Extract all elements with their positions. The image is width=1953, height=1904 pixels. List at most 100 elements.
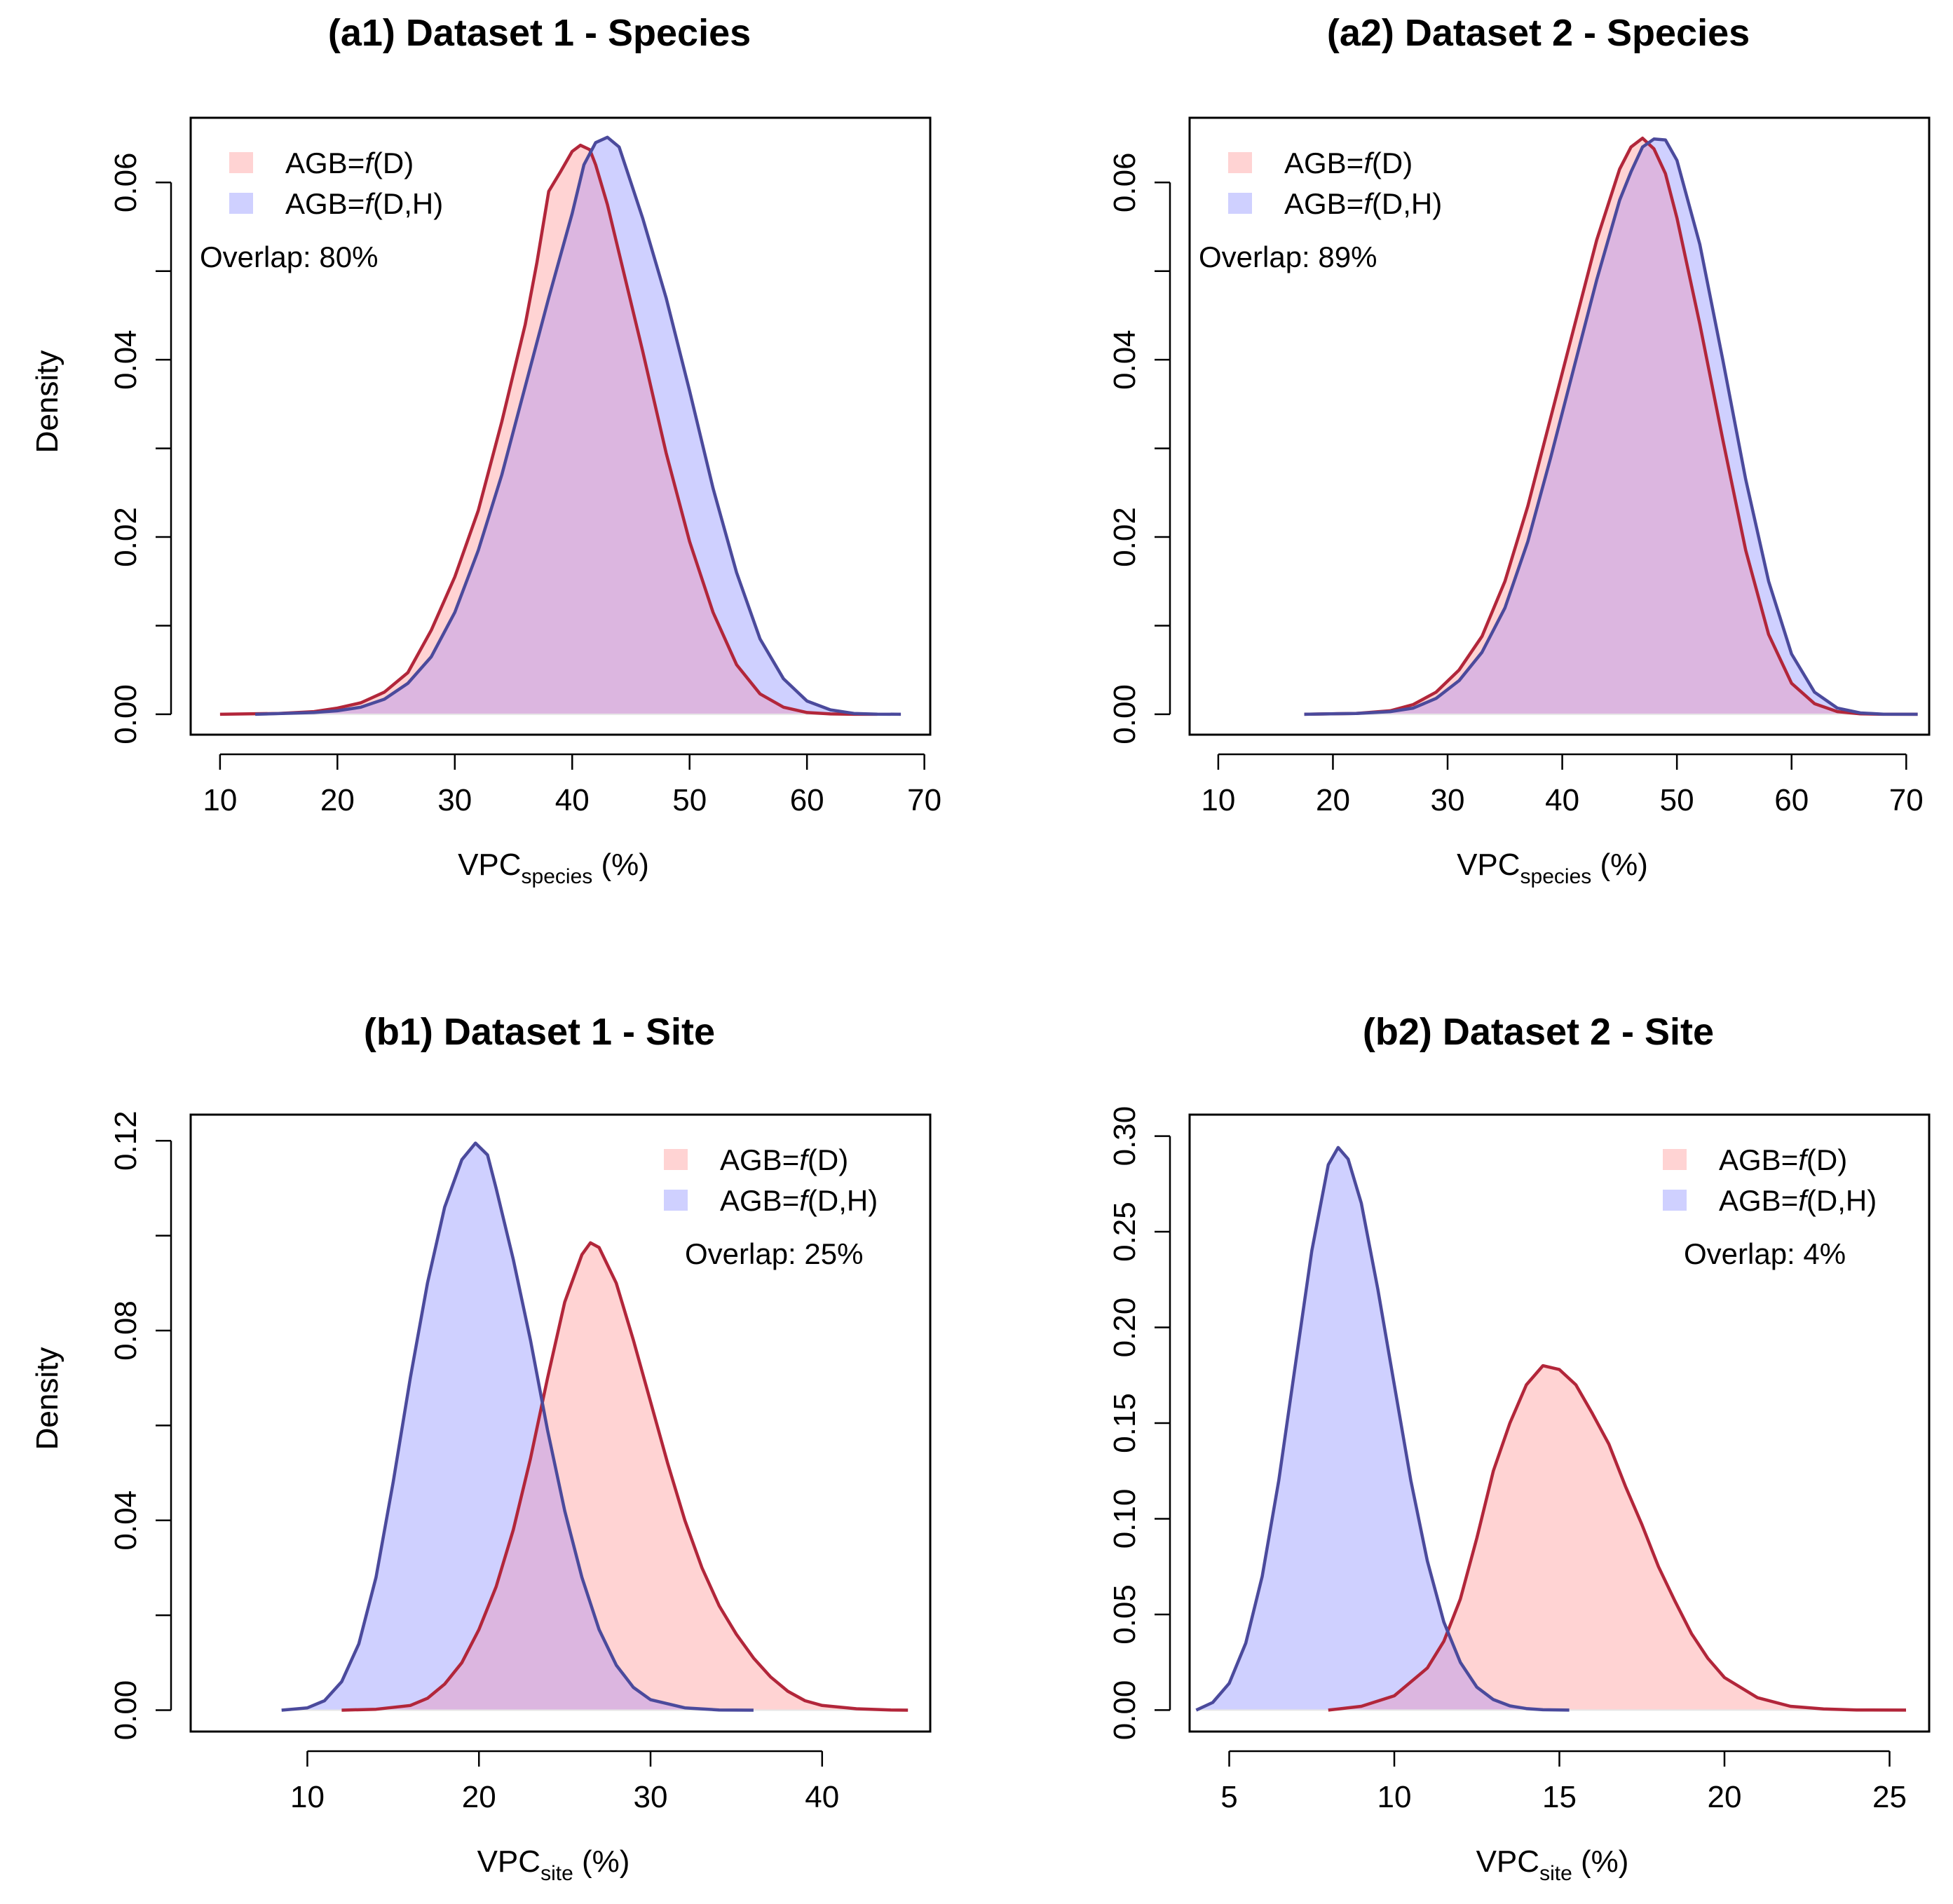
x-axis-label-subscript: site	[1539, 1862, 1572, 1885]
x-tick-label: 50	[672, 783, 707, 817]
x-axis: 10 20 30 40 50 60 70	[1201, 753, 1924, 817]
x-tick-label: 40	[805, 1780, 839, 1814]
legend-label-prefix: AGB=	[720, 1143, 799, 1176]
y-tick-label: 0.10	[1108, 1489, 1142, 1549]
chart-title: (a2) Dataset 2 - Species	[1327, 12, 1750, 54]
legend-label-prefix: AGB=	[1719, 1143, 1798, 1176]
density-area-d	[1328, 1366, 1906, 1711]
plot-frame	[189, 1113, 932, 1733]
x-axis-label-main: VPC	[1476, 1844, 1539, 1879]
y-tick-label: 0.02	[1108, 507, 1142, 567]
y-tick-label: 0.12	[109, 1110, 143, 1171]
y-tick-label: 0.20	[1108, 1298, 1142, 1358]
x-tick-label: 30	[634, 1780, 668, 1814]
y-tick-label: 0.00	[1108, 1680, 1142, 1741]
y-tick-label: 0.08	[109, 1300, 143, 1361]
y-tick-label: 0.05	[1108, 1584, 1142, 1645]
legend-label-prefix: AGB=	[285, 147, 365, 179]
overlap-area	[1328, 1632, 1570, 1711]
legend-label-suffix: (D,H)	[1806, 1184, 1877, 1217]
y-tick-label: 0.25	[1108, 1202, 1142, 1262]
legend-label-d: AGB=f(D)	[720, 1143, 848, 1176]
legend-label-d: AGB=f(D)	[285, 147, 414, 179]
x-tick-label: 20	[462, 1780, 496, 1814]
x-tick-label: 10	[1377, 1780, 1412, 1814]
density-area-dh	[281, 1143, 754, 1711]
x-axis-label-subscript: species	[522, 865, 593, 888]
y-tick-label: 0.15	[1108, 1393, 1142, 1453]
legend-swatch-d	[229, 152, 253, 173]
x-axis-label-unit: (%)	[1572, 1844, 1629, 1879]
density-line-d	[219, 143, 878, 716]
legend-label-dh: AGB=f(D,H)	[1719, 1184, 1877, 1217]
density-line-dh	[255, 135, 901, 716]
density-line-d	[1328, 1364, 1907, 1712]
y-tick-label: 0.06	[109, 152, 143, 212]
legend: AGB=f(D) AGB=f(D,H) Overlap: 80%	[200, 147, 443, 273]
legend-swatch-d	[1663, 1149, 1687, 1170]
x-axis-label-subscript: species	[1520, 865, 1592, 888]
x-axis-label-unit: (%)	[1591, 848, 1648, 882]
legend-label-prefix: AGB=	[1719, 1184, 1798, 1217]
y-tick-label: 0.00	[109, 684, 143, 744]
x-tick-label: 70	[1889, 783, 1924, 817]
x-tick-label: 5	[1220, 1780, 1237, 1814]
density-line-dh	[281, 1141, 754, 1712]
legend-label-suffix: (D)	[808, 1143, 848, 1176]
x-axis-label: VPCspecies (%)	[1457, 848, 1648, 888]
x-tick-label: 20	[1708, 1780, 1742, 1814]
x-axis: 10 20 30 40	[290, 1750, 839, 1814]
chart-title: (b2) Dataset 2 - Site	[1363, 1011, 1714, 1053]
x-axis-label-main: VPC	[1457, 848, 1520, 882]
panel-b2: 5 10 15 20 25 0.00 0.05 0.10 0.15 0.20 0.25 0.30 (b2…	[30, 1011, 1931, 1885]
x-axis: 10 20 30 40 50 60 70	[203, 753, 941, 817]
x-tick-label: 60	[790, 783, 824, 817]
x-axis-label: VPCsite (%)	[1476, 1844, 1629, 1885]
plot-frame	[1188, 1113, 1931, 1733]
y-tick-label: 0.04	[1108, 329, 1142, 390]
overlap-label: Overlap: 80%	[200, 240, 378, 273]
legend-swatch-dh	[664, 1190, 688, 1211]
chart-title: (b1) Dataset 1 - Site	[364, 1011, 715, 1053]
x-tick-label: 40	[1545, 783, 1579, 817]
legend-label-suffix: (D,H)	[1372, 187, 1442, 220]
x-axis-label-unit: (%)	[573, 1844, 630, 1879]
y-axis: 0.00 0.05 0.10 0.15 0.20 0.25 0.30	[1108, 1106, 1171, 1741]
x-tick-label: 70	[907, 783, 941, 817]
x-tick-label: 30	[1431, 783, 1465, 817]
x-tick-label: 30	[437, 783, 472, 817]
x-axis-label-subscript: site	[540, 1862, 573, 1885]
overlap-area	[341, 1403, 754, 1711]
y-tick-label: 0.02	[109, 507, 143, 567]
legend: AGB=f(D) AGB=f(D,H) Overlap: 89%	[1199, 147, 1442, 273]
chart-title: (a1) Dataset 1 - Species	[328, 12, 751, 54]
legend-label-suffix: (D,H)	[373, 187, 443, 220]
x-tick-label: 10	[203, 783, 237, 817]
panel-a2: 10 20 30 40 50 60 70 0.00 0.02 0.04 0.06 (a2) Datas…	[30, 12, 1931, 888]
y-axis: 0.00 0.02 0.04 0.06	[1108, 152, 1171, 744]
panel-b1: 10 20 30 40 0.00 0.04 0.08 0.12 (b1) Dataset 1 -…	[30, 1011, 932, 1885]
y-tick-label: 0.30	[1108, 1106, 1142, 1167]
legend-label-dh: AGB=f(D,H)	[285, 187, 443, 220]
density-area-d	[341, 1242, 909, 1711]
legend-swatch-d	[1228, 152, 1252, 173]
x-axis-label-main: VPC	[458, 848, 521, 882]
y-axis-label: Density	[30, 351, 64, 454]
x-tick-label: 20	[320, 783, 355, 817]
x-axis: 5 10 15 20 25	[1220, 1750, 1907, 1814]
x-tick-label: 10	[1201, 783, 1235, 817]
legend-label-d: AGB=f(D)	[1719, 1143, 1847, 1176]
x-tick-label: 20	[1316, 783, 1350, 817]
legend-label-d: AGB=f(D)	[1284, 147, 1413, 179]
density-line-dh	[1304, 137, 1918, 716]
density-line-dh	[1195, 1145, 1570, 1712]
x-tick-label: 15	[1542, 1780, 1577, 1814]
legend-label-dh: AGB=f(D,H)	[1284, 187, 1442, 220]
legend-label-prefix: AGB=	[720, 1184, 799, 1217]
legend-label-suffix: (D,H)	[808, 1184, 878, 1217]
panel-a1: 10 20 30 40 50 60 70 0.00 0.02 0.04 0.06 (a1) Datas…	[30, 12, 941, 888]
legend-label-suffix: (D)	[1806, 1143, 1847, 1176]
density-area-dh	[1196, 1147, 1570, 1711]
legend: AGB=f(D) AGB=f(D,H) Overlap: 4%	[1663, 1143, 1877, 1270]
legend-label-prefix: AGB=	[1284, 147, 1363, 179]
